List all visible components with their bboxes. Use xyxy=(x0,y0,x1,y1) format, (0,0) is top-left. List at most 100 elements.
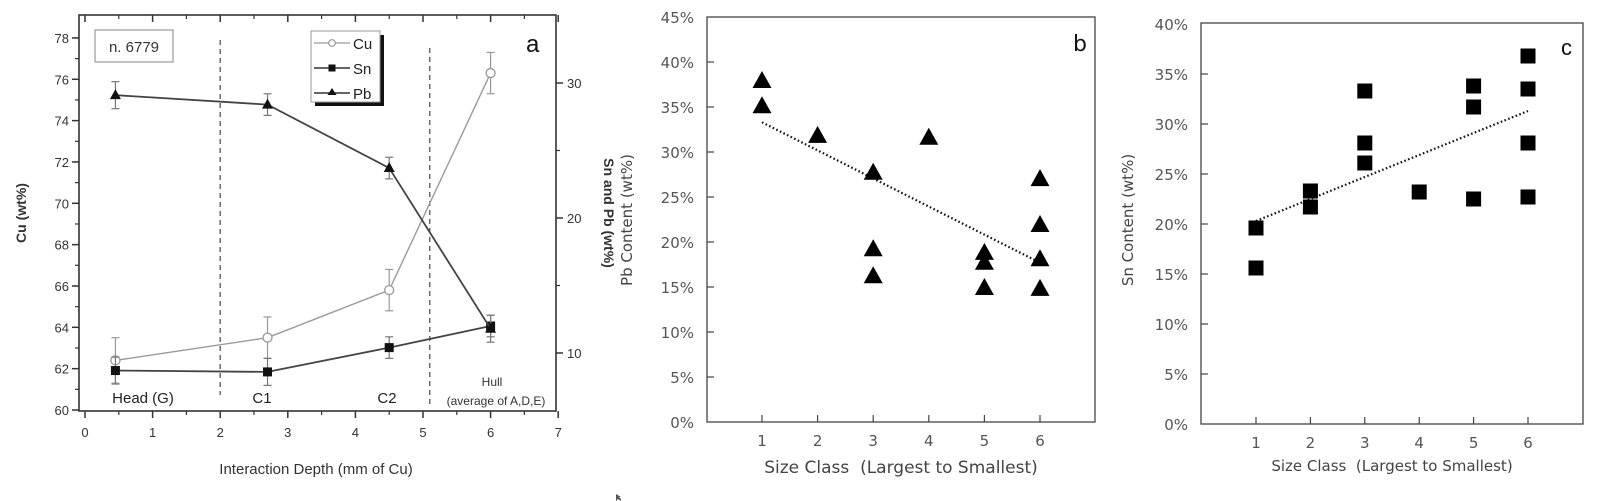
x-tick-label: 3 xyxy=(1360,434,1370,452)
y-tick-label: 30% xyxy=(661,144,694,162)
x-tick-label: 1 xyxy=(149,425,156,440)
y-tick-label: 72 xyxy=(55,155,69,170)
panel-c: 1 2 3 4 5 6 0% 5% 10% 15% 20% 25% 30% 35% 40% c Size C… xyxy=(1119,16,1584,475)
trendline xyxy=(1255,109,1529,223)
y-tick-label: 74 xyxy=(55,114,69,129)
sample-id-label: n. 6779 xyxy=(109,39,159,56)
data-point-triangle xyxy=(863,266,883,284)
x-tick-label: 7 xyxy=(555,425,562,440)
x-tick-label: 6 xyxy=(1035,432,1045,450)
x-tick-label: 5 xyxy=(1469,434,1479,452)
legend-sn-marker xyxy=(328,64,336,72)
data-point-triangle xyxy=(863,162,883,180)
y-tick-label: 66 xyxy=(55,279,69,294)
data-point-triangle xyxy=(974,242,994,260)
legend-cu-label: Cu xyxy=(353,36,372,53)
panel-a-frame xyxy=(78,14,557,412)
panel-b-xlabel: Size Class (Largest to Smallest) xyxy=(764,458,1038,478)
y-tick-label: 76 xyxy=(55,72,69,87)
panel-b-label: b xyxy=(1073,32,1087,57)
legend-entry-pb: Pb xyxy=(314,86,371,103)
y-tick-label: 70 xyxy=(55,196,69,211)
pb-point xyxy=(383,162,395,173)
x-tick-label: 2 xyxy=(1306,434,1316,452)
data-point-triangle xyxy=(1030,169,1050,187)
y-tick-label: 20% xyxy=(661,234,694,252)
panel-c-ylabel: Sn Content (wt%) xyxy=(1119,154,1137,286)
panel-a-label: a xyxy=(526,31,540,58)
x-tick-label: 3 xyxy=(284,425,291,440)
region-label-c2: C2 xyxy=(377,390,396,407)
pb-point xyxy=(262,98,274,109)
data-point-square xyxy=(1520,135,1536,151)
y-tick-label: 20% xyxy=(1155,216,1188,234)
panel-b-frame xyxy=(706,16,1096,423)
y-tick-label: 0% xyxy=(670,414,694,432)
data-point-square xyxy=(1520,48,1536,64)
data-point-square xyxy=(1466,191,1482,207)
y-tick-label: 25% xyxy=(1155,166,1188,184)
legend-pb-marker xyxy=(327,88,337,95)
y-tick-label: 10% xyxy=(661,324,694,342)
data-point-square xyxy=(1520,81,1536,97)
y-tick-label: 60 xyxy=(55,403,69,418)
legend-entry-cu: Cu xyxy=(314,36,372,53)
trendline xyxy=(761,121,1041,264)
pb-point xyxy=(109,89,121,100)
data-point-square xyxy=(1248,220,1264,236)
data-point-triangle xyxy=(919,127,939,145)
x-tick-label: 1 xyxy=(1251,434,1261,452)
data-point-triangle xyxy=(863,239,883,257)
x-tick-label: 6 xyxy=(1523,434,1533,452)
x-tick-label: 4 xyxy=(1414,434,1424,452)
y-tick-label: 15% xyxy=(661,279,694,297)
series-line-sn xyxy=(115,325,491,373)
sample-id-box xyxy=(94,29,174,63)
data-point-square xyxy=(1357,83,1373,99)
y-tick-label: 40% xyxy=(661,54,694,72)
y-tick-label: 35% xyxy=(1155,66,1188,84)
x-tick-label: 2 xyxy=(217,425,224,440)
y-tick-label: 62 xyxy=(55,362,69,377)
x-tick-label: 0 xyxy=(81,425,88,440)
series-line-cu xyxy=(115,72,492,362)
data-point-triangle xyxy=(808,125,828,143)
data-point-square xyxy=(1466,78,1482,94)
y-tick-label: 25% xyxy=(661,189,694,207)
data-point-triangle xyxy=(1030,249,1050,267)
y-tick-label: 5% xyxy=(670,369,694,387)
data-point-square xyxy=(1302,183,1318,199)
sn-point xyxy=(384,343,394,353)
data-point-square xyxy=(1357,155,1373,171)
data-point-square xyxy=(1411,184,1427,200)
data-point-square xyxy=(1357,135,1373,151)
legend-entry-sn: Sn xyxy=(314,61,371,78)
legend-cu-marker xyxy=(328,39,336,47)
y-tick-label: 78 xyxy=(55,31,69,46)
legend-sn-label: Sn xyxy=(353,61,371,78)
x-tick-label: 6 xyxy=(487,425,494,440)
panel-a-xlabel: Interaction Depth (mm of Cu) xyxy=(219,461,412,478)
y-tick-label: 5% xyxy=(1164,366,1188,384)
cu-point xyxy=(485,67,496,79)
y2-tick-label: 30 xyxy=(567,76,581,91)
panel-a-legend: Cu Sn Pb xyxy=(310,30,384,106)
y-tick-label: 15% xyxy=(1155,266,1188,284)
sn-point xyxy=(110,366,120,376)
legend-pb-label: Pb xyxy=(353,86,371,103)
panel-c-label: c xyxy=(1561,35,1572,60)
panel-b-ylabel: Pb Content (wt%) xyxy=(618,154,636,286)
cu-point xyxy=(384,284,395,296)
panel-a-ylabel: Cu (wt%) xyxy=(13,183,29,243)
data-point-square xyxy=(1302,199,1318,215)
cu-point xyxy=(262,332,273,343)
y-tick-label: 35% xyxy=(661,99,694,117)
region-label-head: Head (G) xyxy=(112,390,174,407)
x-tick-label: 3 xyxy=(868,432,878,450)
data-point-square xyxy=(1248,260,1264,276)
data-point-triangle xyxy=(752,71,772,88)
x-tick-label: 4 xyxy=(924,432,934,450)
y-tick-label: 45% xyxy=(661,9,694,27)
data-point-triangle xyxy=(1030,278,1050,296)
